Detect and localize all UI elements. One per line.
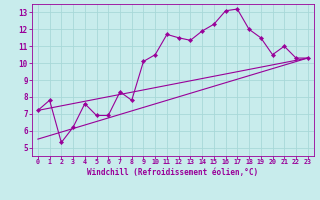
X-axis label: Windchill (Refroidissement éolien,°C): Windchill (Refroidissement éolien,°C) (87, 168, 258, 177)
